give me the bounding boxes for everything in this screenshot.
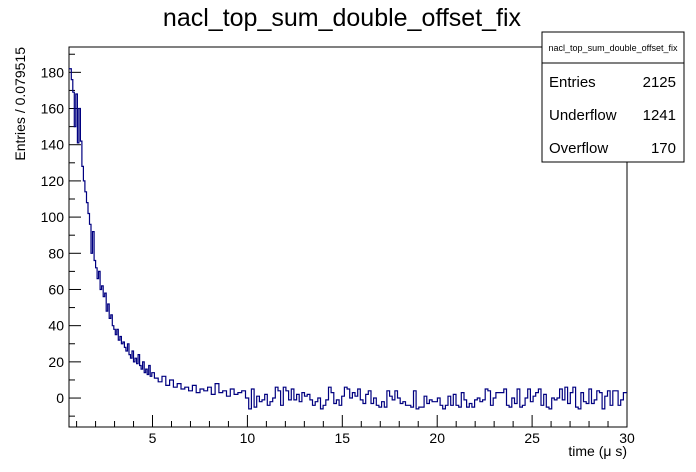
x-tick-label: 25 xyxy=(524,430,540,446)
stats-label-entries: Entries xyxy=(549,74,596,91)
x-tick-label: 5 xyxy=(149,430,157,446)
stats-value-entries: 2125 xyxy=(643,74,676,91)
stats-value-underflow: 1241 xyxy=(643,107,676,124)
histogram-line xyxy=(69,68,627,410)
x-tick-label: 10 xyxy=(240,430,256,446)
stats-box-frame xyxy=(541,31,685,163)
stats-box: nacl_top_sum_double_offset_fix Entries 2… xyxy=(541,31,685,163)
histogram-series xyxy=(69,68,627,410)
plot-frame xyxy=(68,46,628,428)
stats-box-name: nacl_top_sum_double_offset_fix xyxy=(549,43,678,53)
x-tick-label: 15 xyxy=(335,430,351,446)
chart-title: nacl_top_sum_double_offset_fix xyxy=(163,4,522,32)
y-axis-label: Entries / 0.079515 xyxy=(12,47,28,161)
x-axis: 5 10 15 20 25 30 xyxy=(76,415,635,446)
y-tick-label: 120 xyxy=(41,173,65,189)
y-tick-label: 160 xyxy=(41,101,65,117)
y-tick-label: 140 xyxy=(41,137,65,153)
y-tick-label: 60 xyxy=(48,281,64,297)
x-tick-label: 30 xyxy=(619,430,635,446)
x-tick-label: 20 xyxy=(429,430,445,446)
stats-label-underflow: Underflow xyxy=(549,107,617,124)
y-tick-label: 180 xyxy=(41,64,65,80)
stats-value-overflow: 170 xyxy=(651,140,676,157)
y-tick-label: 0 xyxy=(56,390,64,406)
stats-label-overflow: Overflow xyxy=(549,140,608,157)
y-tick-label: 100 xyxy=(41,209,65,225)
y-tick-label: 20 xyxy=(48,354,64,370)
y-tick-label: 40 xyxy=(48,318,64,334)
y-tick-label: 80 xyxy=(48,245,64,261)
y-axis: 0 20 40 60 80 100 120 140 160 180 xyxy=(41,53,81,417)
x-axis-label: time (μ s) xyxy=(568,443,627,459)
